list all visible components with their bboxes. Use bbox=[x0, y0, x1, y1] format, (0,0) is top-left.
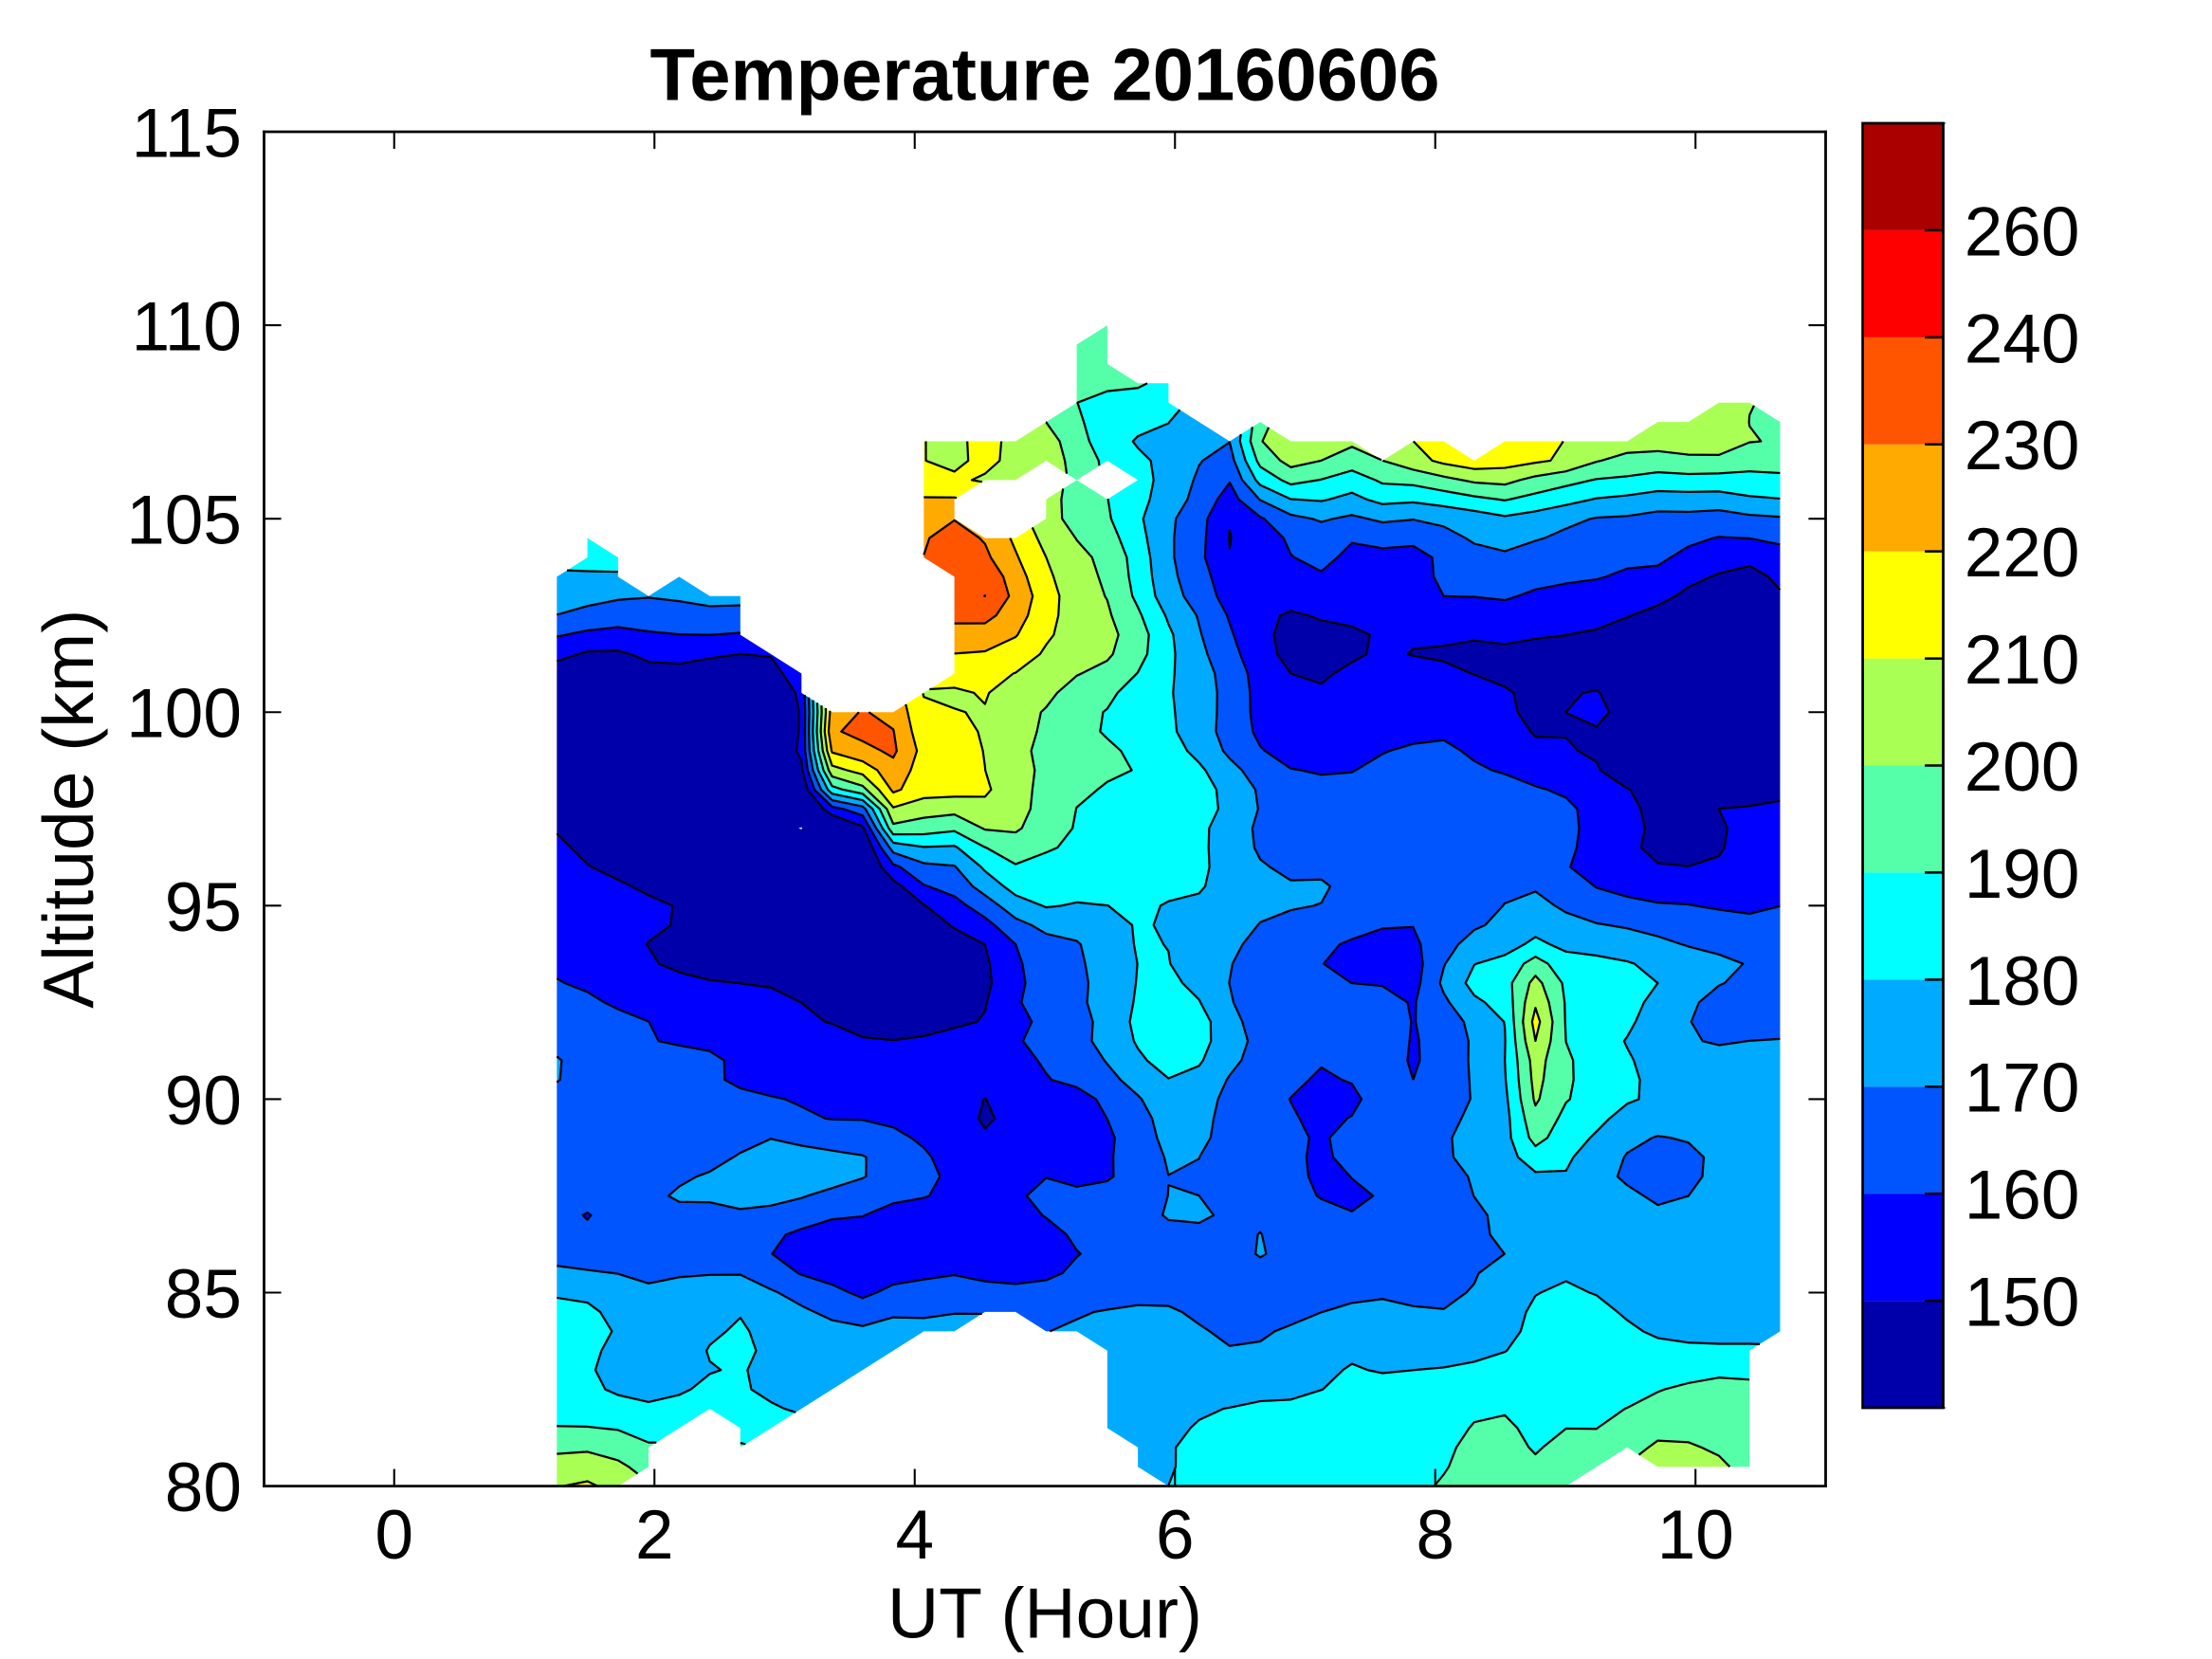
svg-text:95: 95 bbox=[165, 869, 242, 946]
svg-text:110: 110 bbox=[132, 289, 242, 366]
svg-text:2: 2 bbox=[635, 1497, 674, 1574]
svg-text:105: 105 bbox=[126, 483, 242, 559]
svg-text:UT (Hour): UT (Hour) bbox=[887, 1573, 1202, 1652]
svg-text:220: 220 bbox=[1965, 515, 2080, 592]
svg-text:210: 210 bbox=[1965, 622, 2080, 699]
svg-text:Temperature 20160606: Temperature 20160606 bbox=[650, 35, 1440, 117]
svg-text:170: 170 bbox=[1965, 1050, 2080, 1127]
svg-text:8: 8 bbox=[1416, 1497, 1454, 1574]
svg-text:180: 180 bbox=[1965, 943, 2080, 1020]
svg-text:190: 190 bbox=[1965, 836, 2080, 913]
svg-text:4: 4 bbox=[895, 1497, 934, 1574]
svg-text:6: 6 bbox=[1156, 1497, 1195, 1574]
svg-text:230: 230 bbox=[1965, 408, 2080, 484]
svg-text:Altitude (km): Altitude (km) bbox=[28, 610, 108, 1009]
svg-text:150: 150 bbox=[1965, 1265, 2080, 1341]
svg-text:115: 115 bbox=[132, 95, 242, 172]
svg-text:100: 100 bbox=[126, 676, 242, 753]
svg-text:90: 90 bbox=[165, 1063, 242, 1139]
svg-text:200: 200 bbox=[1965, 729, 2080, 806]
svg-text:260: 260 bbox=[1965, 193, 2080, 270]
svg-text:10: 10 bbox=[1657, 1497, 1734, 1574]
svg-text:240: 240 bbox=[1965, 301, 2080, 377]
svg-text:160: 160 bbox=[1965, 1158, 2080, 1234]
svg-text:80: 80 bbox=[165, 1449, 242, 1526]
svg-text:0: 0 bbox=[375, 1497, 413, 1574]
svg-text:85: 85 bbox=[165, 1256, 242, 1333]
